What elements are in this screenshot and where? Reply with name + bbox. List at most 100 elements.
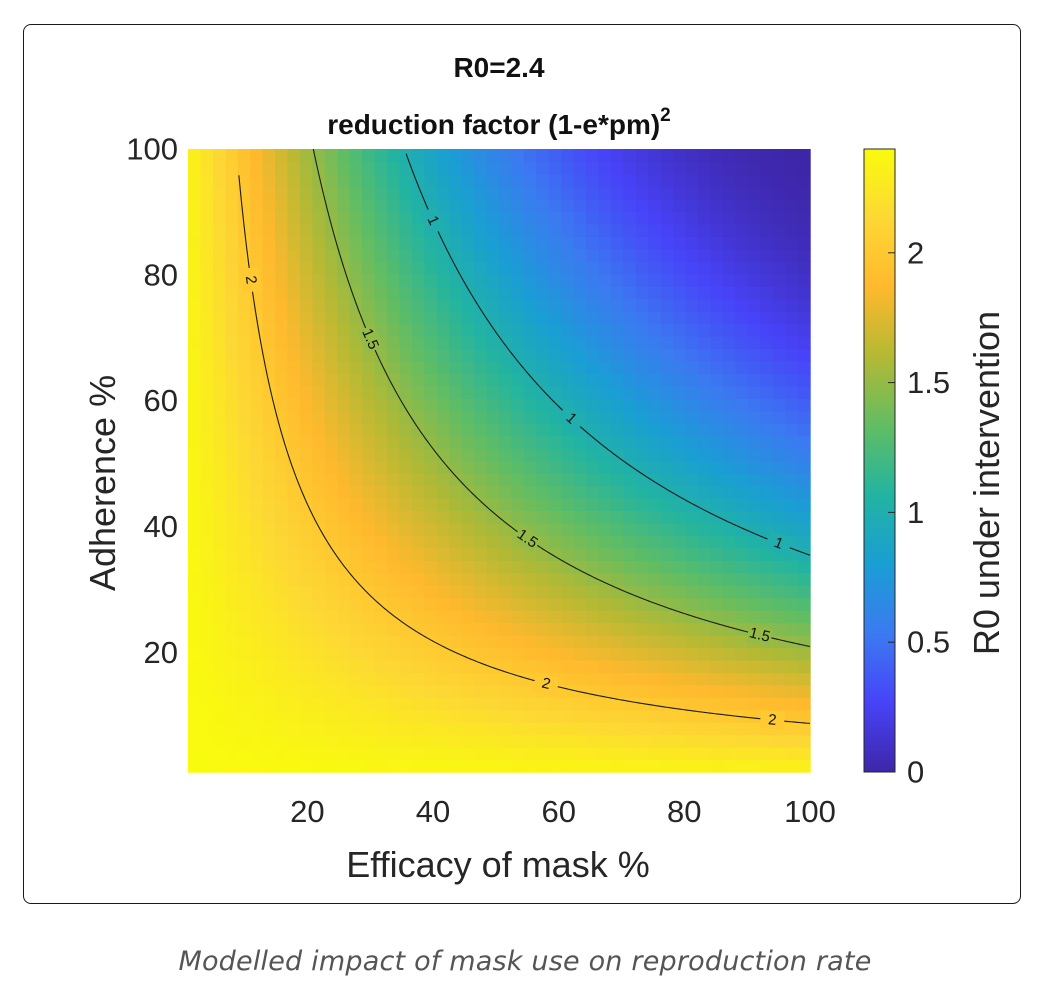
heatmap-cell bbox=[772, 485, 786, 499]
heatmap-cell bbox=[299, 659, 314, 674]
y-tick-label: 20 bbox=[144, 635, 178, 670]
heatmap-cell bbox=[610, 360, 625, 374]
heatmap-cell bbox=[262, 335, 276, 350]
heatmap-cell bbox=[573, 709, 587, 723]
heatmap-cell bbox=[499, 186, 513, 200]
heatmap-cell bbox=[685, 510, 699, 524]
heatmap-cell bbox=[387, 647, 401, 661]
heatmap-cell bbox=[772, 236, 786, 250]
heatmap-cell bbox=[312, 634, 326, 649]
heatmap-cell bbox=[747, 323, 761, 337]
heatmap-cell bbox=[710, 161, 724, 175]
heatmap-cell bbox=[772, 647, 786, 661]
heatmap-cell bbox=[349, 597, 363, 611]
heatmap-cell bbox=[486, 385, 500, 399]
heatmap-cell bbox=[722, 435, 737, 449]
heatmap-cell bbox=[299, 610, 314, 624]
heatmap-cell bbox=[349, 485, 363, 499]
heatmap-cell bbox=[747, 286, 761, 300]
heatmap-cell bbox=[399, 310, 413, 325]
heatmap-cell bbox=[785, 198, 799, 212]
heatmap-cell bbox=[200, 622, 214, 636]
heatmap-cell bbox=[561, 310, 575, 325]
heatmap-cell bbox=[200, 173, 214, 188]
heatmap-cell bbox=[299, 211, 314, 225]
heatmap-cell bbox=[673, 672, 687, 686]
heatmap-cell bbox=[573, 647, 587, 661]
heatmap-cell bbox=[461, 722, 475, 736]
heatmap-cell bbox=[374, 535, 388, 549]
heatmap-cell bbox=[722, 298, 737, 312]
heatmap-cell bbox=[424, 385, 438, 399]
heatmap-cell bbox=[573, 747, 587, 761]
heatmap-cell bbox=[362, 622, 376, 636]
heatmap-cell bbox=[387, 223, 401, 237]
heatmap-cell bbox=[747, 734, 761, 748]
heatmap-cell bbox=[648, 747, 662, 761]
heatmap-cell bbox=[685, 597, 699, 611]
heatmap-cell bbox=[287, 236, 301, 250]
heatmap-cell bbox=[698, 659, 712, 674]
heatmap-cell bbox=[200, 522, 214, 536]
heatmap-cell bbox=[685, 410, 699, 424]
heatmap-cell bbox=[399, 198, 413, 212]
heatmap-cell bbox=[461, 236, 475, 250]
heatmap-cell bbox=[387, 310, 401, 325]
heatmap-cell bbox=[635, 572, 649, 586]
heatmap-cell bbox=[722, 747, 737, 761]
heatmap-cell bbox=[262, 759, 276, 773]
heatmap-cell bbox=[685, 697, 699, 711]
heatmap-cell bbox=[188, 448, 202, 462]
heatmap-cell bbox=[623, 535, 637, 549]
heatmap-cell bbox=[399, 286, 413, 300]
heatmap-cell bbox=[673, 622, 687, 636]
heatmap-cell bbox=[474, 634, 488, 649]
heatmap-cell bbox=[474, 709, 488, 723]
heatmap-cell bbox=[399, 298, 413, 312]
heatmap-cell bbox=[536, 522, 550, 536]
heatmap-cell bbox=[337, 348, 351, 362]
heatmap-cell bbox=[436, 472, 450, 487]
heatmap-cell bbox=[722, 448, 737, 462]
heatmap-cell bbox=[188, 472, 202, 487]
heatmap-cell bbox=[461, 198, 475, 212]
heatmap-cell bbox=[648, 460, 662, 474]
heatmap-cell bbox=[474, 385, 488, 399]
heatmap-cell bbox=[499, 722, 513, 736]
heatmap-cell bbox=[349, 448, 363, 462]
heatmap-cell bbox=[287, 323, 301, 337]
heatmap-cell bbox=[237, 385, 251, 399]
heatmap-cell bbox=[387, 161, 401, 175]
heatmap-cell bbox=[673, 298, 687, 312]
heatmap-cell bbox=[449, 423, 463, 437]
heatmap-cell bbox=[486, 435, 500, 449]
heatmap-cell bbox=[760, 273, 774, 287]
heatmap-cell bbox=[399, 585, 413, 599]
heatmap-cell bbox=[275, 348, 289, 362]
heatmap-cell bbox=[710, 323, 724, 337]
heatmap-cell bbox=[312, 684, 326, 698]
heatmap-cell bbox=[262, 448, 276, 462]
heatmap-cell bbox=[610, 722, 625, 736]
heatmap-cell bbox=[424, 398, 438, 412]
heatmap-cell bbox=[673, 647, 687, 661]
heatmap-cell bbox=[722, 560, 737, 574]
heatmap-cell bbox=[225, 236, 239, 250]
heatmap-cell bbox=[785, 211, 799, 225]
heatmap-cell bbox=[685, 236, 699, 250]
heatmap-cell bbox=[461, 348, 475, 362]
heatmap-cell bbox=[337, 286, 351, 300]
heatmap-cell bbox=[262, 248, 276, 262]
heatmap-cell bbox=[635, 547, 649, 561]
heatmap-cell bbox=[523, 423, 538, 437]
heatmap-cell bbox=[710, 335, 724, 350]
heatmap-cell bbox=[561, 585, 575, 599]
heatmap-cell bbox=[735, 273, 749, 287]
heatmap-cell bbox=[586, 709, 600, 723]
heatmap-cell bbox=[548, 223, 562, 237]
heatmap-cell bbox=[275, 236, 289, 250]
heatmap-cell bbox=[399, 261, 413, 275]
heatmap-cell bbox=[523, 298, 538, 312]
heatmap-cell bbox=[760, 323, 774, 337]
heatmap-cell bbox=[188, 634, 202, 649]
